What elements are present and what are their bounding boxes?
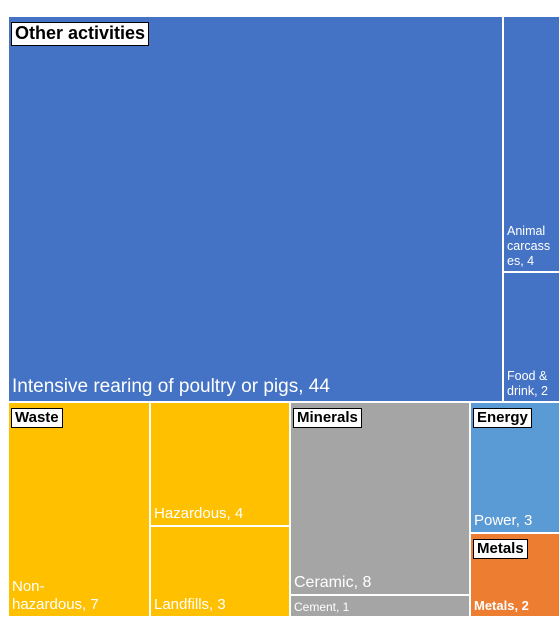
treemap-cell-label: Food & drink, 2 <box>507 369 548 398</box>
treemap-cell: Ceramic, 8 <box>290 402 470 595</box>
treemap-cell: Food & drink, 2 <box>503 272 560 402</box>
treemap-cell-label: Cement, 1 <box>294 599 350 614</box>
treemap-group-header: Other activities <box>11 22 150 46</box>
treemap-cell-label: Ceramic, 8 <box>294 573 372 591</box>
treemap-cell-label: Power, 3 <box>474 512 533 529</box>
treemap-cell-label: Hazardous, 4 <box>154 505 244 522</box>
treemap-cell: Cement, 1 <box>290 595 470 617</box>
treemap-cell-label: Intensive rearing of poultry or pigs, 44 <box>12 376 330 398</box>
treemap-cell-label: Landfills, 3 <box>154 596 226 613</box>
treemap-cell: Hazardous, 4 <box>150 402 290 526</box>
treemap-cell: Landfills, 3 <box>150 526 290 617</box>
treemap-cell-label: Non- hazardous, 7 <box>12 578 99 613</box>
treemap-group-header: Metals <box>473 539 528 559</box>
treemap-group-header: Energy <box>473 408 532 428</box>
treemap-cell-label: Animal carcass es, 4 <box>507 224 551 268</box>
treemap-cell: Animal carcass es, 4 <box>503 16 560 272</box>
treemap-group-header: Minerals <box>293 408 362 428</box>
treemap-cell-label: Metals, 2 <box>474 598 529 614</box>
treemap-group-header: Waste <box>11 408 63 428</box>
treemap-cell: Intensive rearing of poultry or pigs, 44 <box>8 16 503 402</box>
treemap-cell: Non- hazardous, 7 <box>8 402 150 617</box>
